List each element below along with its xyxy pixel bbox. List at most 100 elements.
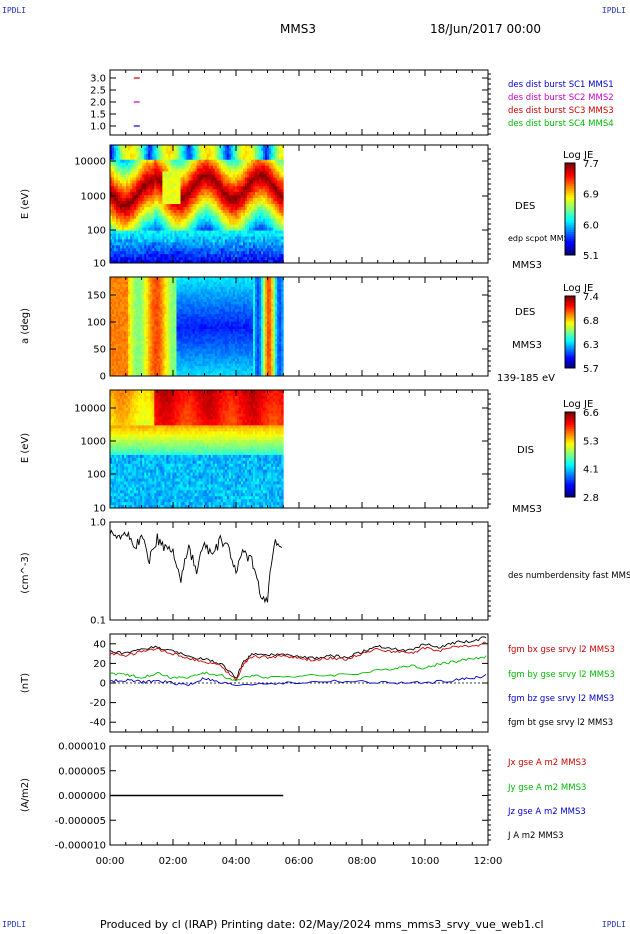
panel-des-energy-pixel <box>222 189 226 193</box>
panel-des-energy-pixel <box>206 156 210 161</box>
panel-des-energy-pixel <box>134 212 137 217</box>
panel-des-energy-pixel <box>154 245 157 249</box>
panel-des-energy-pixel <box>130 218 133 223</box>
panel-des-energy-pixel <box>112 204 115 208</box>
panel-des-energy-pixel <box>118 242 121 246</box>
panel-des-energy-pixel <box>244 206 248 211</box>
panel-des-energy-pixel <box>232 224 236 228</box>
panel-des-energy-pixel <box>184 168 187 172</box>
panel-des-energy-pixel <box>188 227 191 231</box>
panel-des-energy-pixel <box>206 230 210 234</box>
panel-des-energy-pixel <box>184 233 187 237</box>
panel-des-energy-pixel <box>204 201 208 205</box>
panel-des-energy-pixel <box>196 245 200 249</box>
panel-des-energy-pixel <box>226 251 230 255</box>
panel-des-energy-pixel <box>210 186 214 190</box>
panel-des-energy-pixel <box>142 230 145 234</box>
panel-des-energy-pixel <box>172 239 175 243</box>
panel-des-energy-pixel <box>112 236 115 240</box>
panel-des-energy-pixel <box>200 177 204 181</box>
panel-des-energy-pixel <box>172 215 175 220</box>
panel-des-energy-pixel <box>242 206 246 211</box>
panel-des-energy-pixel <box>196 206 200 211</box>
panel-des-energy-pixel <box>208 245 212 249</box>
panel-des-energy-pixel <box>200 189 204 193</box>
panel-des-energy-pixel <box>158 209 161 214</box>
panel-des-energy-pixel <box>124 183 127 187</box>
panel-des-energy-pixel <box>110 221 113 226</box>
panel-des-energy-pixel <box>110 165 113 169</box>
panel-des-energy-pixel <box>220 192 224 196</box>
panel-des-energy-pixel <box>138 239 141 243</box>
panel-des-energy-pixel <box>140 162 143 167</box>
panel-des-energy-pixel <box>148 236 151 240</box>
panel-des-energy-pixel <box>132 260 135 264</box>
panel-des-energy-pixel <box>196 153 200 158</box>
panel-des-energy-pixel <box>244 174 248 178</box>
panel-des-energy-pixel <box>222 209 226 214</box>
panel-des-energy-pixel <box>164 209 167 214</box>
panel-des-energy-pixel <box>246 248 250 252</box>
panel-des-energy-pixel <box>220 156 224 161</box>
panel-des-energy-pixel <box>132 177 135 181</box>
panel-des-energy-pixel <box>156 242 159 246</box>
panel-des-energy-pixel <box>232 165 236 169</box>
panel-des-energy-pixel <box>154 162 157 167</box>
panel-des-energy-pixel <box>146 206 149 211</box>
panel-des-energy-pixel <box>188 239 191 243</box>
panel-des-energy-pixel <box>180 215 183 220</box>
panel-des-energy-pixel <box>281 242 284 246</box>
panel-des-energy-pixel <box>158 215 161 220</box>
panel-des-energy-pixel <box>128 257 131 261</box>
panel-des-energy-pixel <box>116 189 119 193</box>
panel-des-energy-pixel <box>236 186 240 190</box>
panel-des-energy-pixel <box>132 147 135 152</box>
panel-des-energy-pixel <box>222 257 226 261</box>
panel-des-energy-pixel <box>168 186 171 190</box>
panel-des-energy-pixel <box>116 242 119 246</box>
panel-des-energy-pixel <box>236 147 240 152</box>
panel-des-energy-pixel <box>168 209 171 214</box>
panel-des-energy-pixel <box>122 236 125 240</box>
panel-des-energy-pixel <box>144 192 147 196</box>
panel-des-energy-pixel <box>186 192 189 196</box>
panel-des-energy-pixel <box>192 204 196 208</box>
panel-des-energy-pixel <box>194 145 198 149</box>
panel-des-energy-pixel <box>194 251 198 255</box>
panel-des-energy-pixel <box>126 186 129 190</box>
panel-des-energy-pixel <box>249 162 252 167</box>
panel-des-energy-pixel <box>246 254 250 258</box>
panel-des-energy-pixel <box>134 233 137 237</box>
panel-des-energy-pixel <box>134 162 137 167</box>
panel-des-energy-pixel <box>234 204 238 208</box>
panel-des-energy-pixel <box>200 236 204 240</box>
panel-des-energy-pixel <box>118 206 121 211</box>
panel-des-energy-pixel <box>178 180 181 184</box>
panel-des-energy-pixel <box>154 233 157 237</box>
panel-des-energy-pixel <box>226 195 230 199</box>
panel-des-energy-pixel <box>160 198 163 202</box>
panel-des-energy-pixel <box>204 212 208 217</box>
panel-des-energy-pixel <box>198 206 202 211</box>
panel-des-energy-pixel <box>118 260 121 264</box>
panel-des-energy-pixel <box>144 209 147 214</box>
panel-des-energy-pixel <box>182 165 185 169</box>
panel-des-energy-pixel <box>144 248 147 252</box>
panel-des-energy-pixel <box>188 251 191 255</box>
panel-des-energy-pixel <box>168 227 171 231</box>
panel-des-energy-pixel <box>164 153 167 158</box>
panel-des-energy-pixel <box>220 245 224 249</box>
panel-des-energy-pixel <box>220 242 224 246</box>
panel-des-energy-pixel <box>120 183 123 187</box>
panel-des-energy-pixel <box>170 192 173 196</box>
panel-des-energy-pixel <box>182 260 185 264</box>
panel-des-energy-pixel <box>110 212 113 217</box>
panel-des-energy-pixel <box>202 254 206 258</box>
panel-des-energy-pixel <box>192 186 196 190</box>
panel-des-energy-pixel <box>148 183 151 187</box>
panel-des-energy-pixel <box>238 198 242 202</box>
panel-des-energy-pixel <box>186 248 189 252</box>
panel-des-energy-pixel <box>154 198 157 202</box>
panel-des-energy-pixel <box>198 153 202 158</box>
panel-des-energy-pixel <box>134 230 137 234</box>
